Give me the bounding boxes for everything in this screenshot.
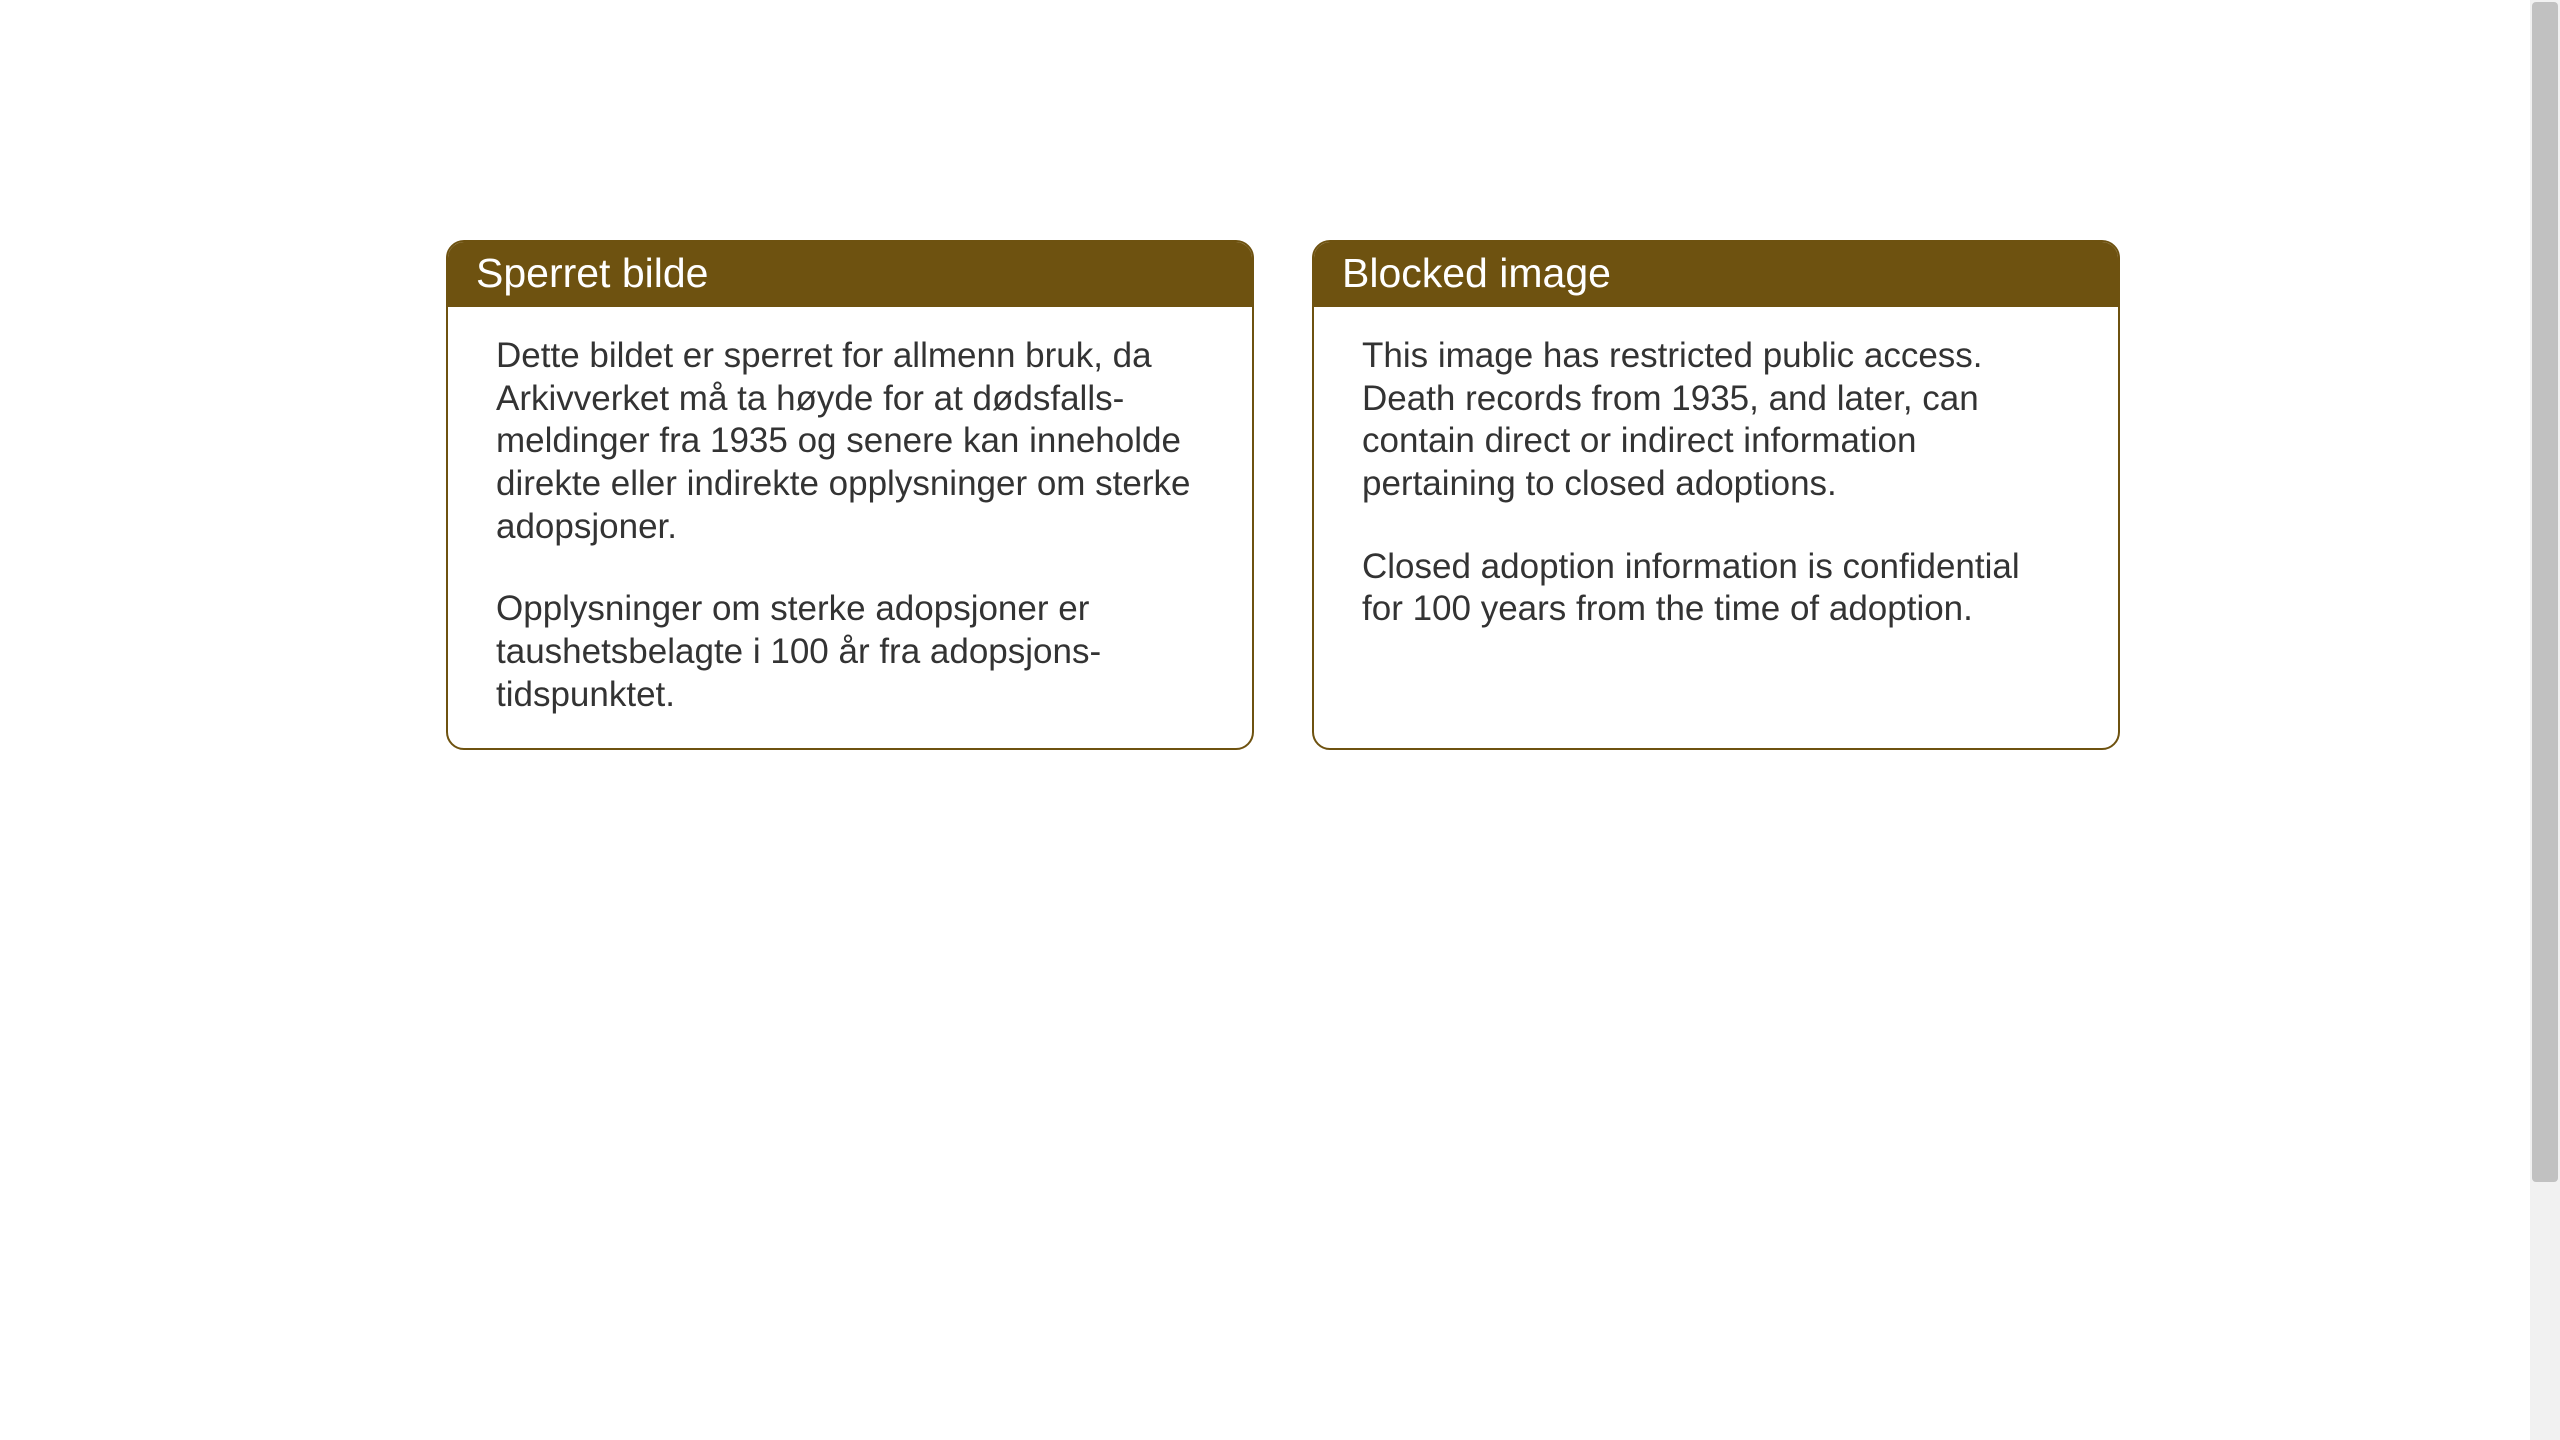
card-paragraph-1-english: This image has restricted public access.… (1362, 335, 2070, 506)
card-header-norwegian: Sperret bilde (448, 242, 1252, 307)
scrollbar-thumb[interactable] (2532, 2, 2558, 1182)
notice-cards-container: Sperret bilde Dette bildet er sperret fo… (446, 240, 2120, 750)
notice-card-norwegian: Sperret bilde Dette bildet er sperret fo… (446, 240, 1254, 750)
card-paragraph-2-norwegian: Opplysninger om sterke adopsjoner er tau… (496, 588, 1204, 716)
card-paragraph-2-english: Closed adoption information is confident… (1362, 546, 2070, 631)
card-title-english: Blocked image (1342, 250, 1611, 296)
card-header-english: Blocked image (1314, 242, 2118, 307)
card-paragraph-1-norwegian: Dette bildet er sperret for allmenn bruk… (496, 335, 1204, 548)
card-body-norwegian: Dette bildet er sperret for allmenn bruk… (448, 307, 1252, 750)
card-body-english: This image has restricted public access.… (1314, 307, 2118, 671)
notice-card-english: Blocked image This image has restricted … (1312, 240, 2120, 750)
scrollbar-track[interactable] (2530, 0, 2560, 1440)
card-title-norwegian: Sperret bilde (476, 250, 708, 296)
